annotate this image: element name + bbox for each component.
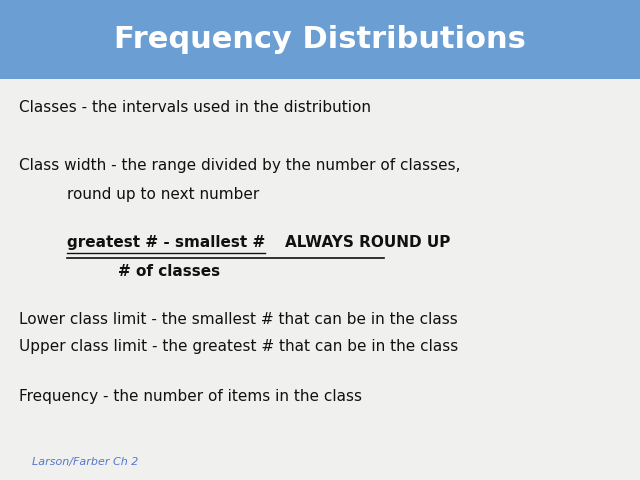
Text: Larson/Farber Ch 2: Larson/Farber Ch 2 — [32, 457, 138, 467]
Text: Classes - the intervals used in the distribution: Classes - the intervals used in the dist… — [19, 100, 371, 116]
Text: greatest # - smallest #: greatest # - smallest # — [67, 235, 266, 250]
Text: round up to next number: round up to next number — [67, 187, 259, 202]
Text: # of classes: # of classes — [118, 264, 221, 279]
Text: Class width - the range divided by the number of classes,: Class width - the range divided by the n… — [19, 158, 461, 173]
Text: Upper class limit - the greatest # that can be in the class: Upper class limit - the greatest # that … — [19, 339, 458, 354]
Bar — [0, 0, 640, 79]
Text: Lower class limit - the smallest # that can be in the class: Lower class limit - the smallest # that … — [19, 312, 458, 327]
Text: Frequency Distributions: Frequency Distributions — [114, 25, 526, 54]
Text: ALWAYS ROUND UP: ALWAYS ROUND UP — [285, 235, 450, 250]
Text: Frequency - the number of items in the class: Frequency - the number of items in the c… — [19, 388, 362, 404]
